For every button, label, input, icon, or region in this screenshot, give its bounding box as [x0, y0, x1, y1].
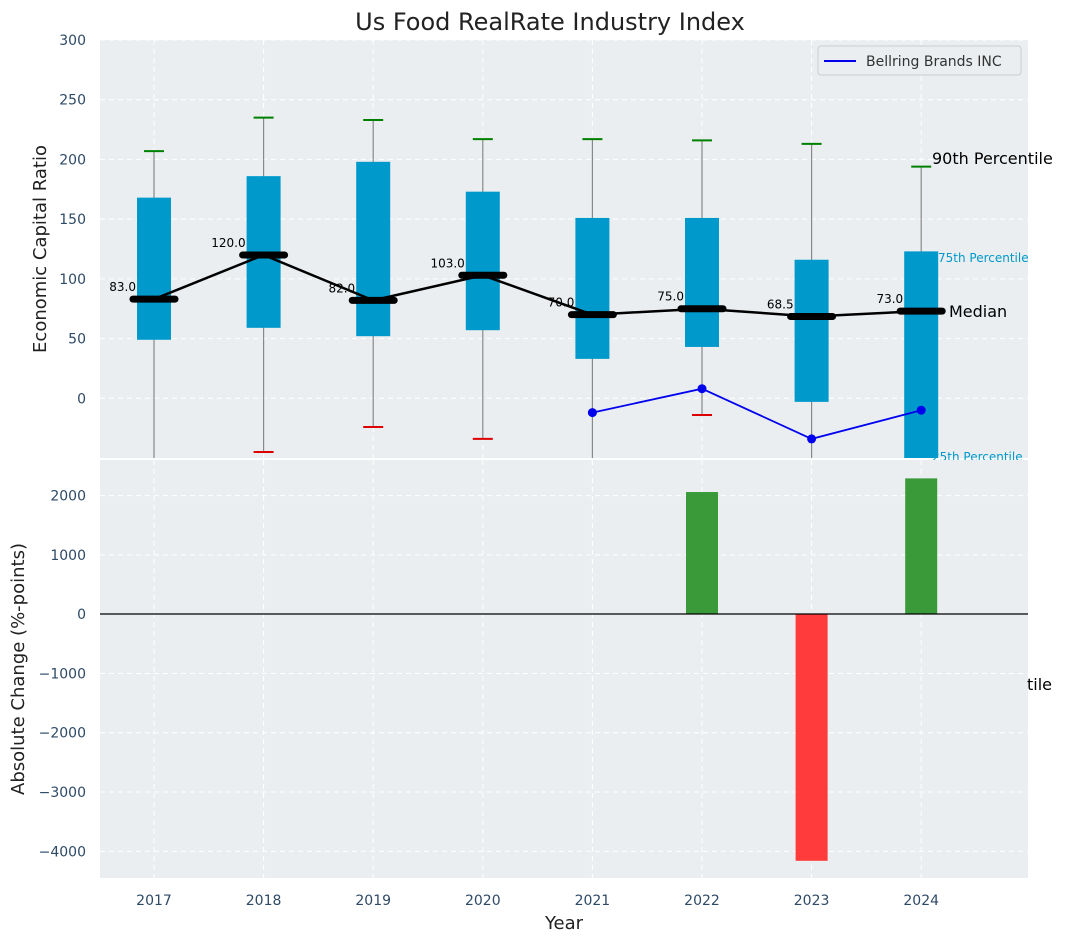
median-annotation: Median — [949, 302, 1007, 321]
box-iqr — [137, 197, 171, 340]
x-tick-label: 2022 — [684, 893, 720, 909]
y-tick-label: 100 — [59, 272, 86, 288]
median-value-label: 70.0 — [548, 296, 575, 310]
x-axis-label: Year — [544, 913, 584, 934]
company-point — [697, 384, 707, 394]
y-tick-label: −1000 — [39, 666, 86, 682]
top-y-ticks: 0 50 100 150 200 250 300 — [59, 33, 86, 407]
y-tick-label: 50 — [68, 332, 86, 348]
x-tick-label: 2023 — [794, 893, 830, 909]
x-ticks: 2017 2018 2019 2020 2021 2022 2023 2024 — [136, 893, 939, 909]
legend-box — [817, 45, 1022, 76]
box-iqr — [356, 161, 391, 337]
y-tick-label: −3000 — [39, 785, 86, 801]
y-tick-label: −2000 — [39, 726, 86, 742]
company-point — [807, 434, 817, 444]
y-tick-label: 0 — [77, 391, 86, 407]
box-iqr — [904, 251, 939, 458]
bottom-plot-area — [100, 460, 1028, 878]
box-iqr — [575, 217, 610, 359]
p75-annotation: 75th Percentile — [938, 251, 1029, 265]
legend: Bellring Brands INC — [817, 45, 1022, 76]
x-tick-label: 2019 — [355, 893, 391, 909]
x-tick-label: 2018 — [246, 893, 282, 909]
median-value-label: 120.0 — [211, 236, 245, 250]
box-iqr — [465, 191, 500, 331]
x-tick-label: 2024 — [903, 893, 939, 909]
median-value-label: 73.0 — [876, 292, 903, 306]
median-value-label: 83.0 — [109, 280, 136, 294]
company-point — [916, 405, 926, 415]
y-tick-label: 0 — [77, 607, 86, 623]
change-bar — [686, 492, 718, 615]
box-iqr — [685, 217, 719, 347]
median-line — [129, 251, 946, 320]
y-tick-label: 2000 — [50, 489, 86, 505]
y-tick-label: 200 — [59, 152, 86, 168]
change-bar — [905, 478, 938, 615]
median-value-label: 75.0 — [657, 290, 684, 304]
median-value-label: 82.0 — [328, 281, 355, 295]
y-tick-label: 1000 — [50, 548, 86, 564]
y-tick-label: 150 — [59, 212, 86, 228]
company-series — [587, 384, 926, 444]
p10-annotation-partial: tile — [1027, 675, 1052, 694]
top-y-axis-label: Economic Capital Ratio — [30, 145, 51, 353]
y-tick-label: 250 — [59, 93, 86, 109]
change-bar — [795, 614, 828, 861]
company-point — [587, 408, 597, 418]
boxes — [137, 161, 939, 458]
company-line — [592, 387, 922, 440]
chart-title: Us Food RealRate Industry Index — [355, 8, 745, 36]
median-value-label: 68.5 — [767, 297, 794, 311]
x-tick-label: 2021 — [575, 893, 611, 909]
median-labels: 83.0 120.0 82.0 103.0 70.0 75.0 68.5 73.0 — [109, 236, 903, 312]
x-tick-label: 2017 — [136, 893, 172, 909]
bottom-y-axis-label: Absolute Change (%-points) — [8, 543, 29, 795]
median-value-label: 103.0 — [430, 256, 464, 270]
change-bars — [686, 478, 938, 861]
legend-label: Bellring Brands INC — [866, 54, 1002, 70]
y-tick-label: 300 — [59, 33, 86, 49]
box-iqr — [794, 259, 829, 402]
y-tick-label: −4000 — [39, 844, 86, 860]
x-tick-label: 2020 — [465, 893, 501, 909]
bottom-y-ticks: −4000 −3000 −2000 −1000 0 1000 2000 — [39, 489, 86, 861]
p90-annotation: 90th Percentile — [932, 149, 1053, 168]
top-panel: 0 50 100 150 200 250 300 83.0 120.0 82.0 103.0 70.… — [30, 33, 1053, 464]
